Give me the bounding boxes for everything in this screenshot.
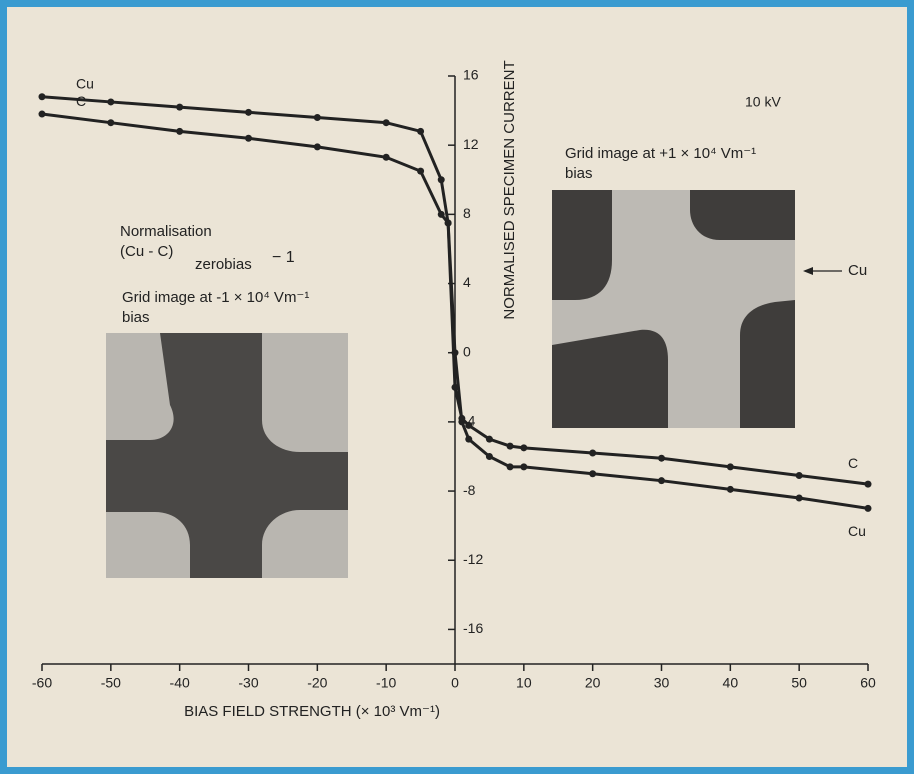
inset-label: bias [565, 165, 593, 182]
x-tick-label: -60 [32, 675, 52, 691]
y-tick-label: 4 [463, 274, 471, 290]
data-point [458, 415, 465, 422]
data-point [507, 443, 514, 450]
data-point [658, 477, 665, 484]
inset-label: Grid image at +1 × 10⁴ Vm⁻¹ [565, 145, 756, 162]
x-tick-label: -40 [170, 675, 190, 691]
x-tick-label: 10 [516, 675, 532, 691]
pointer-label: Cu [848, 262, 867, 279]
x-tick-label: 20 [585, 675, 601, 691]
data-point [658, 455, 665, 462]
normalisation-expr: (Cu - C) [120, 243, 173, 260]
data-point [445, 220, 452, 227]
data-point [452, 384, 459, 391]
normalisation-title: Normalisation [120, 223, 212, 240]
data-point [245, 135, 252, 142]
data-point [520, 444, 527, 451]
normalisation-subscript: zerobias [195, 256, 252, 273]
voltage-label: 10 kV [745, 94, 781, 110]
data-point [865, 481, 872, 488]
normalisation-suffix: − 1 [272, 249, 295, 266]
grid-image-positive [552, 190, 795, 428]
y-tick-label: 16 [463, 67, 479, 83]
y-tick-label: -16 [463, 620, 483, 636]
data-point [383, 154, 390, 161]
data-point [520, 463, 527, 470]
x-tick-label: 0 [451, 675, 459, 691]
data-point [796, 472, 803, 479]
data-point [589, 450, 596, 457]
inset-label: Grid image at -1 × 10⁴ Vm⁻¹ [122, 289, 309, 306]
data-point [438, 211, 445, 218]
data-point [465, 422, 472, 429]
data-point [107, 98, 114, 105]
x-tick-label: 50 [791, 675, 807, 691]
data-point [465, 436, 472, 443]
series-label: C [76, 93, 86, 109]
y-axis-label: NORMALISED SPECIMEN CURRENT [501, 60, 518, 319]
data-point [245, 109, 252, 116]
data-point [796, 494, 803, 501]
x-tick-label: 30 [654, 675, 670, 691]
y-tick-label: 8 [463, 205, 471, 221]
data-point [438, 176, 445, 183]
data-point [727, 486, 734, 493]
y-tick-label: 0 [463, 343, 471, 359]
data-point [865, 505, 872, 512]
inset-label: bias [122, 309, 150, 326]
data-point [507, 463, 514, 470]
chart: BIAS FIELD STRENGTH (× 10³ Vm⁻¹) NORMALI… [0, 0, 914, 774]
data-point [417, 168, 424, 175]
data-point [727, 463, 734, 470]
x-tick-label: -10 [376, 675, 396, 691]
data-point [314, 114, 321, 121]
x-tick-label: -20 [307, 675, 327, 691]
x-tick-label: -50 [101, 675, 121, 691]
data-point [39, 93, 46, 100]
series-label: C [848, 455, 858, 471]
series-label: Cu [848, 523, 866, 539]
data-point [383, 119, 390, 126]
x-tick-label: -30 [238, 675, 258, 691]
y-tick-label: -8 [463, 482, 476, 498]
data-point [39, 111, 46, 118]
y-tick-label: -12 [463, 551, 483, 567]
data-point [176, 104, 183, 111]
series-label: Cu [76, 75, 94, 91]
data-point [486, 436, 493, 443]
data-point [417, 128, 424, 135]
x-tick-label: 40 [723, 675, 739, 691]
data-point [486, 453, 493, 460]
data-point [589, 470, 596, 477]
y-tick-label: 12 [463, 136, 479, 152]
data-point [107, 119, 114, 126]
x-tick-label: 60 [860, 675, 876, 691]
grid-image-negative [106, 333, 348, 578]
data-point [176, 128, 183, 135]
x-axis-label: BIAS FIELD STRENGTH (× 10³ Vm⁻¹) [184, 703, 440, 720]
data-point [314, 143, 321, 150]
